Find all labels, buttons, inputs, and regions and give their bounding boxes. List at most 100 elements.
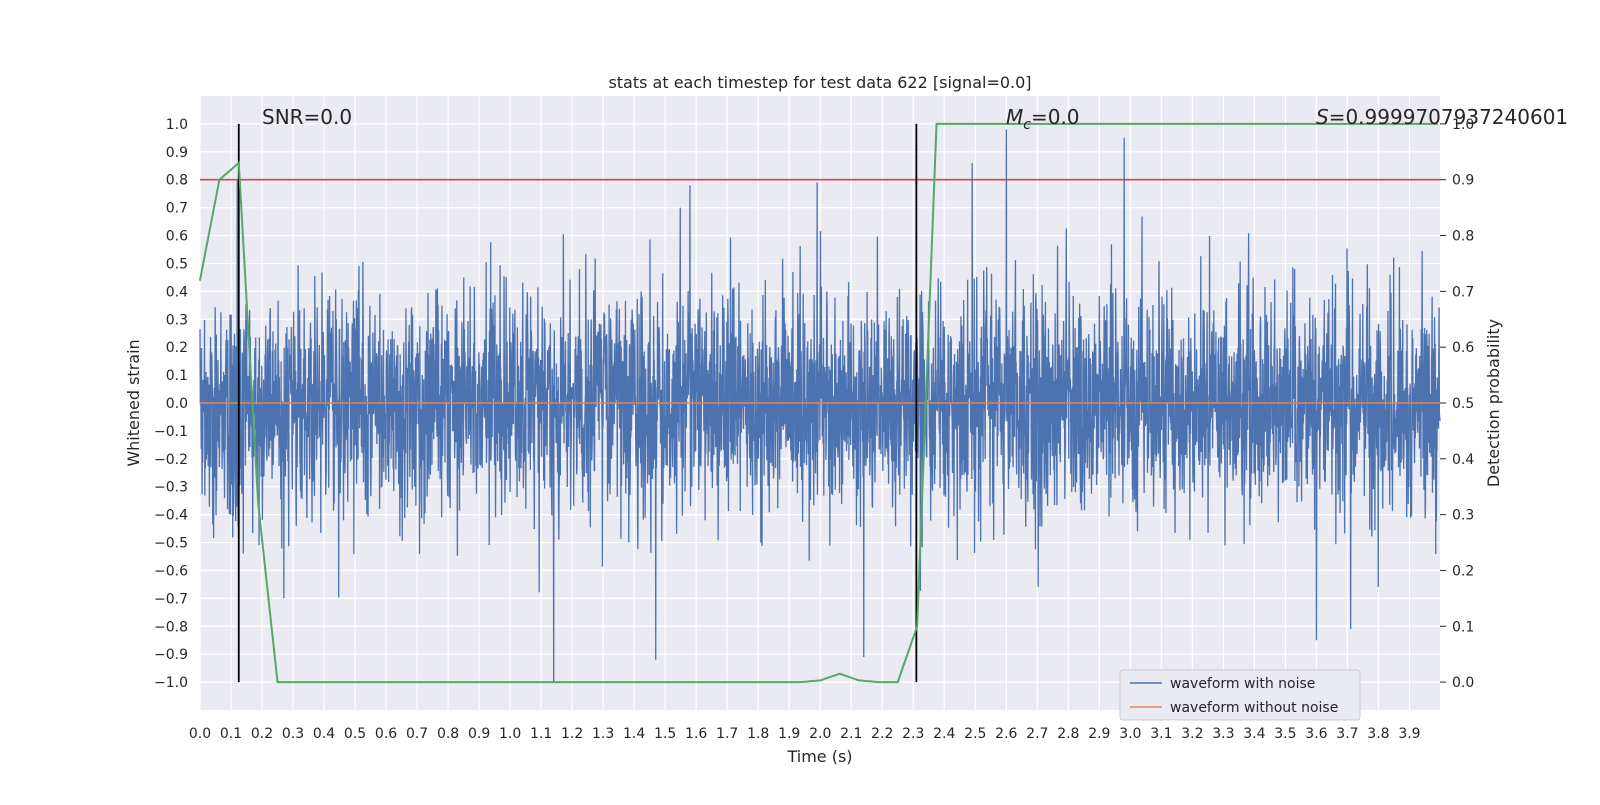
y2-tick-label: 0.3 — [1452, 508, 1474, 524]
y-tick-label: 0.6 — [166, 229, 188, 245]
detection-probability-point — [916, 625, 918, 628]
x-tick-label: 1.9 — [778, 726, 800, 742]
x-tick-label: 2.9 — [1088, 726, 1110, 742]
x-tick-label: 1.8 — [747, 726, 769, 742]
x-tick-label: 0.5 — [344, 726, 366, 742]
x-tick-label: 1.0 — [499, 726, 521, 742]
legend-box — [1119, 669, 1361, 721]
detection-probability-point — [199, 279, 201, 282]
x-tick-label: 1.4 — [623, 726, 645, 742]
x-tick-label: 3.2 — [1181, 726, 1203, 742]
y-tick-label: −0.5 — [154, 536, 188, 552]
x-tick-label: 2.0 — [809, 726, 831, 742]
score-annotation: S=0.9999707937240601 — [1316, 105, 1568, 129]
y-tick-label: −0.6 — [154, 563, 188, 579]
detection-probability-point — [896, 681, 899, 683]
y2-axis-label: Detection probability — [1484, 319, 1503, 487]
legend-label-noise: waveform with noise — [1170, 676, 1315, 692]
y-tick-label: 0.8 — [166, 173, 188, 189]
x-tick-label: 1.5 — [654, 726, 676, 742]
legend: waveform with noise waveform without noi… — [1119, 669, 1361, 721]
y2-tick-label: 0.2 — [1452, 563, 1474, 579]
x-tick-label: 1.1 — [530, 726, 552, 742]
chirp-mass-symbol: M — [1006, 105, 1023, 129]
y-tick-label: 0.3 — [166, 312, 188, 328]
x-tick-label: 2.8 — [1057, 726, 1079, 742]
x-tick-label: 3.3 — [1212, 726, 1234, 742]
chirp-mass-value: =0.0 — [1031, 105, 1080, 129]
x-tick-label: 0.6 — [375, 726, 397, 742]
x-tick-label: 0.1 — [220, 726, 242, 742]
y-tick-label: 0.1 — [166, 368, 188, 384]
x-tick-label: 2.7 — [1026, 726, 1048, 742]
detection-probability-point — [819, 679, 822, 682]
x-tick-label: 1.3 — [592, 726, 614, 742]
x-tick-label: 1.7 — [716, 726, 738, 742]
x-tick-label: 3.9 — [1398, 726, 1420, 742]
detection-probability-point — [858, 679, 860, 682]
y-tick-label: 0.4 — [166, 284, 188, 300]
y2-tick-label: 0.7 — [1452, 284, 1474, 300]
x-tick-label: 3.1 — [1150, 726, 1172, 742]
detection-probability-point — [1436, 123, 1439, 125]
snr-annotation: SNR=0.0 — [262, 105, 352, 129]
y-tick-label: −0.2 — [154, 452, 188, 468]
detection-probability-point — [276, 681, 279, 683]
y2-tick-label: 0.1 — [1452, 619, 1474, 635]
x-tick-label: 0.4 — [313, 726, 335, 742]
x-tick-label: 2.5 — [964, 726, 986, 742]
y-tick-label: −0.9 — [154, 647, 188, 663]
y-tick-label: 0.7 — [166, 201, 188, 217]
x-tick-label: 0.9 — [468, 726, 490, 742]
x-tick-label: 2.6 — [995, 726, 1017, 742]
y2-tick-label: 0.9 — [1452, 173, 1474, 189]
detection-probability-point — [664, 681, 666, 683]
score-symbol: S — [1316, 105, 1329, 129]
x-tick-label: 0.0 — [189, 726, 211, 742]
y-tick-label: −0.4 — [154, 508, 188, 524]
y-tick-label: −0.8 — [154, 619, 188, 635]
y-tick-label: −1.0 — [154, 675, 188, 691]
y2-tick-label: 0.8 — [1452, 229, 1474, 245]
y-tick-label: 0.0 — [166, 396, 188, 412]
y2-tick-label: 0.5 — [1452, 396, 1474, 412]
x-tick-label: 3.8 — [1367, 726, 1389, 742]
score-value: =0.9999707937240601 — [1329, 105, 1568, 129]
y-tick-label: −0.1 — [154, 424, 188, 440]
detection-probability-line — [199, 122, 1438, 684]
y-tick-label: −0.7 — [154, 591, 188, 607]
chart-title: stats at each timestep for test data 622… — [608, 73, 1031, 92]
detection-probability-point — [354, 681, 356, 683]
detection-probability-point — [1284, 123, 1287, 125]
x-tick-label: 0.2 — [251, 726, 273, 742]
x-tick-label: 2.2 — [871, 726, 893, 742]
y-tick-label: 0.5 — [166, 256, 188, 272]
detection-probability-point — [1129, 123, 1132, 125]
x-tick-label: 0.3 — [282, 726, 304, 742]
x-tick-label: 3.4 — [1243, 726, 1265, 742]
x-tick-label: 1.2 — [561, 726, 583, 742]
x-tick-label: 3.6 — [1305, 726, 1327, 742]
y2-tick-label: 0.6 — [1452, 340, 1474, 356]
x-tick-label: 0.8 — [437, 726, 459, 742]
x-tick-label: 1.6 — [685, 726, 707, 742]
y-tick-label: 1.0 — [166, 117, 188, 133]
detection-probability-point — [257, 502, 259, 505]
x-tick-label: 2.3 — [902, 726, 924, 742]
legend-label-clean: waveform without noise — [1170, 700, 1338, 716]
y-tick-label: 0.2 — [166, 340, 188, 356]
y2-tick-label: 0.4 — [1452, 452, 1474, 468]
y-tick-label: −0.3 — [154, 480, 188, 496]
tick-labels: 0.0 0.1 0.2 0.3 0.4 0.5 0.6 0.7 0.8 0.9 1.0 1.1 1.2 1… — [154, 117, 1474, 742]
detection-probability-point — [237, 162, 240, 164]
x-tick-label: 2.1 — [840, 726, 862, 742]
detection-probability-point — [296, 681, 298, 683]
x-tick-label: 0.7 — [406, 726, 428, 742]
detection-probability-point — [935, 123, 938, 125]
series-layer — [199, 122, 1440, 684]
x-tick-label: 2.4 — [933, 726, 955, 742]
detection-probability-point — [838, 672, 841, 675]
y-tick-label: 0.9 — [166, 145, 188, 161]
